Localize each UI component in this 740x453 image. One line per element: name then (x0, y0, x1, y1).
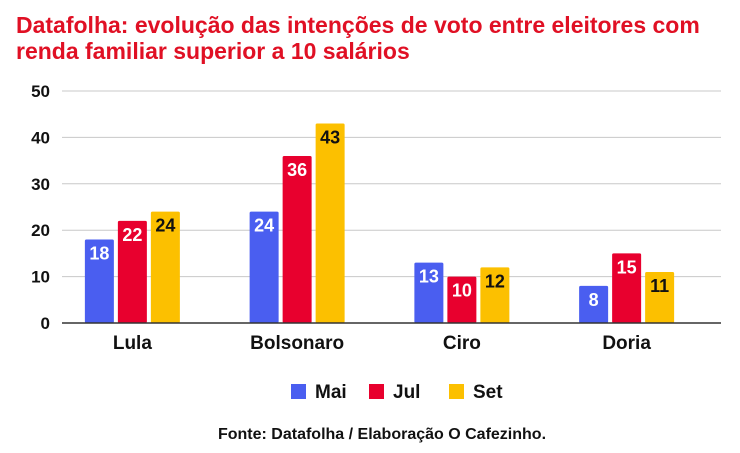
data-label: 13 (419, 267, 439, 287)
data-label: 18 (89, 243, 109, 263)
bar-jul (117, 220, 147, 323)
data-label: 24 (254, 216, 274, 236)
data-label: 10 (452, 281, 472, 301)
chart-title: Datafolha: evolução das intenções de vot… (16, 12, 700, 64)
bar-set (645, 271, 675, 323)
bar-mai (249, 211, 279, 323)
bar-mai (84, 239, 114, 323)
data-label: 24 (155, 216, 175, 236)
bar-jul (282, 155, 312, 323)
bar-mai (414, 262, 444, 323)
bar-jul (447, 276, 477, 323)
legend-swatch-mai (291, 384, 306, 399)
x-category-label: Doria (602, 333, 651, 354)
source-note: Fonte: Datafolha / Elaboração O Cafezinh… (217, 426, 547, 443)
legend-label: Mai (315, 382, 347, 403)
y-tick-label: 30 (31, 175, 50, 194)
legend: Mai Jul Set (291, 382, 503, 403)
data-label: 12 (485, 271, 505, 291)
bar-set (480, 267, 510, 323)
x-category-label: Ciro (443, 333, 481, 354)
x-category-label: Bolsonaro (250, 333, 344, 354)
bar-set (315, 123, 345, 323)
data-label: 43 (320, 127, 340, 147)
bars: 18 22 24 24 36 43 13 10 12 8 15 11 (84, 123, 675, 323)
bar-jul (612, 253, 642, 323)
legend-label: Jul (393, 382, 420, 403)
y-tick-label: 50 (31, 82, 50, 101)
data-label: 8 (589, 290, 599, 310)
y-tick-label: 40 (31, 128, 50, 147)
bar-mai (579, 285, 609, 323)
data-label: 36 (287, 160, 307, 180)
y-tick-label: 0 (41, 314, 50, 333)
legend-swatch-jul (369, 384, 384, 399)
data-label: 15 (617, 257, 637, 277)
axes: 0 10 20 30 40 50 Lula Bolsonaro Ciro Doria (31, 82, 721, 354)
y-tick-label: 20 (31, 221, 50, 240)
data-label: 11 (650, 276, 669, 296)
bar-set (150, 211, 180, 323)
x-category-label: Lula (113, 333, 152, 354)
legend-swatch-set (449, 384, 464, 399)
legend-label: Set (473, 382, 503, 403)
y-tick-label: 10 (31, 268, 50, 287)
data-label: 22 (122, 225, 142, 245)
